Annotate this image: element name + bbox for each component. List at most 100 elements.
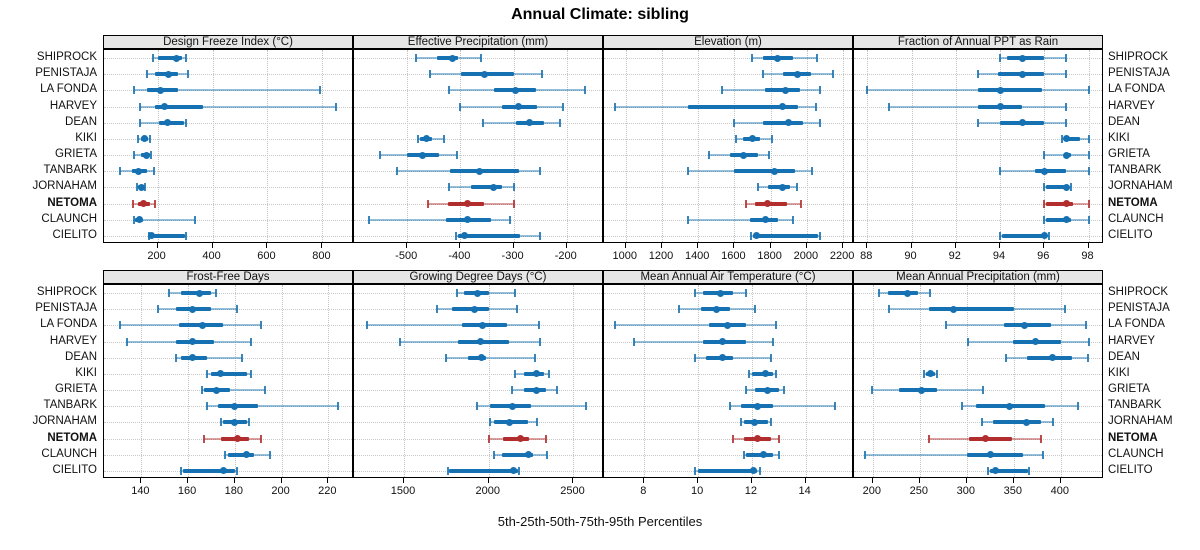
gridline: [751, 285, 753, 477]
axis-tick-label: 14: [798, 485, 811, 497]
median-dot: [489, 183, 497, 191]
whisker-cap-95: [268, 450, 271, 459]
gridline: [854, 373, 1102, 375]
box-25-75: [899, 388, 937, 393]
whisker-cap-5: [448, 86, 451, 95]
gridline: [104, 293, 352, 295]
axis-tick: [487, 478, 489, 483]
median-dot: [751, 418, 759, 426]
station-label: LA FONDA: [1108, 83, 1165, 96]
whisker-cap-95: [539, 337, 542, 346]
whisker-cap-95: [544, 434, 547, 443]
gridline: [806, 50, 808, 242]
median-dot: [470, 305, 478, 313]
median-dot: [1062, 183, 1070, 191]
median-dot: [926, 370, 934, 378]
gridline: [872, 285, 874, 477]
axis-tick-label: 1400: [684, 250, 710, 262]
axis-tick-label: 10: [690, 485, 704, 497]
axis-tick: [327, 478, 329, 483]
axis-tick: [965, 478, 967, 483]
gridline: [354, 438, 602, 440]
whisker-cap-5: [152, 54, 155, 63]
whisker-cap-5: [487, 434, 490, 443]
gridline: [805, 285, 807, 477]
whisker-5-95: [476, 405, 587, 408]
station-label: KIKI: [75, 131, 97, 144]
whisker-cap-5: [132, 151, 135, 160]
whisker-cap-95: [1076, 402, 1079, 411]
axis-tick: [769, 243, 771, 248]
box-25-75: [158, 120, 184, 125]
gridline: [604, 406, 852, 408]
station-label: CIELITO: [1108, 463, 1153, 476]
median-dot: [713, 305, 721, 313]
station-label: PENISTAJA: [35, 302, 97, 315]
whisker-cap-5: [866, 86, 869, 95]
whisker-cap-95: [318, 86, 321, 95]
gridline: [354, 454, 602, 456]
whisker-cap-5: [694, 466, 697, 475]
gridline: [604, 90, 852, 92]
whisker-cap-5: [745, 386, 748, 395]
box-25-75: [763, 120, 804, 125]
whisker-cap-5: [999, 54, 1002, 63]
whisker-cap-5: [137, 134, 140, 143]
box-25-75: [227, 452, 254, 457]
median-dot: [1062, 151, 1070, 159]
gridline: [625, 50, 627, 242]
median-dot: [764, 386, 772, 394]
whisker-5-95: [176, 356, 242, 359]
axis-tick: [910, 243, 912, 248]
median-dot: [781, 86, 789, 94]
median-dot: [724, 321, 732, 329]
whisker-cap-95: [539, 231, 542, 240]
percentiles-caption: 5th-25th-50th-75th-95th Percentiles: [497, 514, 703, 529]
box-25-75: [752, 233, 818, 238]
median-dot: [173, 54, 181, 62]
whisker-cap-95: [767, 151, 770, 160]
whisker-5-95: [134, 89, 320, 92]
median-dot: [761, 216, 769, 224]
box-25-75: [211, 371, 247, 376]
gridline: [604, 235, 852, 237]
whisker-cap-5: [118, 167, 121, 176]
whisker-cap-5: [436, 305, 439, 314]
median-dot: [532, 386, 540, 394]
whisker-cap-95: [1041, 450, 1044, 459]
axis-tick-label: 1600: [721, 250, 746, 262]
whisker-cap-5: [427, 199, 430, 208]
median-dot: [718, 338, 726, 346]
whisker-5-95: [139, 105, 337, 108]
whisker-cap-5: [687, 167, 690, 176]
whisker-cap-5: [205, 402, 208, 411]
station-label: CIELITO: [52, 463, 97, 476]
gridline: [854, 155, 1102, 157]
panel-title: Growing Degree Days (°C): [409, 271, 547, 283]
axis-tick: [140, 478, 142, 483]
whisker-cap-5: [445, 353, 448, 362]
station-label: GRIETA: [55, 383, 97, 396]
whisker-5-95: [695, 356, 771, 359]
whisker-cap-5: [1060, 134, 1063, 143]
whisker-cap-5: [966, 337, 969, 346]
whisker-cap-5: [864, 450, 867, 459]
whisker-cap-5: [613, 102, 616, 111]
axis-tick-label: 1500: [390, 485, 416, 497]
gridline: [661, 50, 663, 242]
axis-tick: [187, 478, 189, 483]
whisker-cap-95: [795, 183, 798, 192]
box-25-75: [1004, 323, 1052, 328]
station-label: PENISTAJA: [35, 67, 97, 80]
gridline: [354, 422, 602, 424]
whisker-cap-95: [769, 353, 772, 362]
whisker-cap-5: [1043, 215, 1046, 224]
median-dot: [141, 135, 149, 143]
whisker-cap-95: [559, 118, 562, 127]
station-label: PENISTAJA: [1108, 302, 1170, 315]
box-25-75: [1035, 169, 1067, 174]
whisker-cap-95: [792, 215, 795, 224]
whisker-cap-5: [132, 215, 135, 224]
whisker-cap-95: [536, 418, 539, 427]
